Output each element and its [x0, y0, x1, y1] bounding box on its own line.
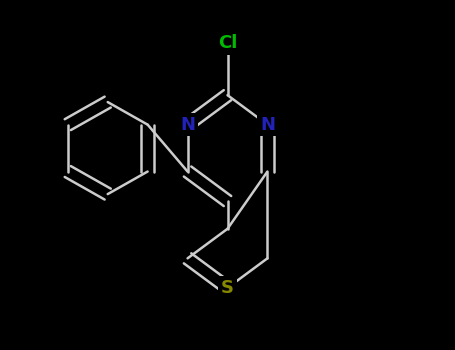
Text: N: N: [260, 116, 275, 134]
Text: Cl: Cl: [218, 34, 237, 52]
Text: S: S: [221, 279, 234, 297]
Text: N: N: [180, 116, 195, 134]
